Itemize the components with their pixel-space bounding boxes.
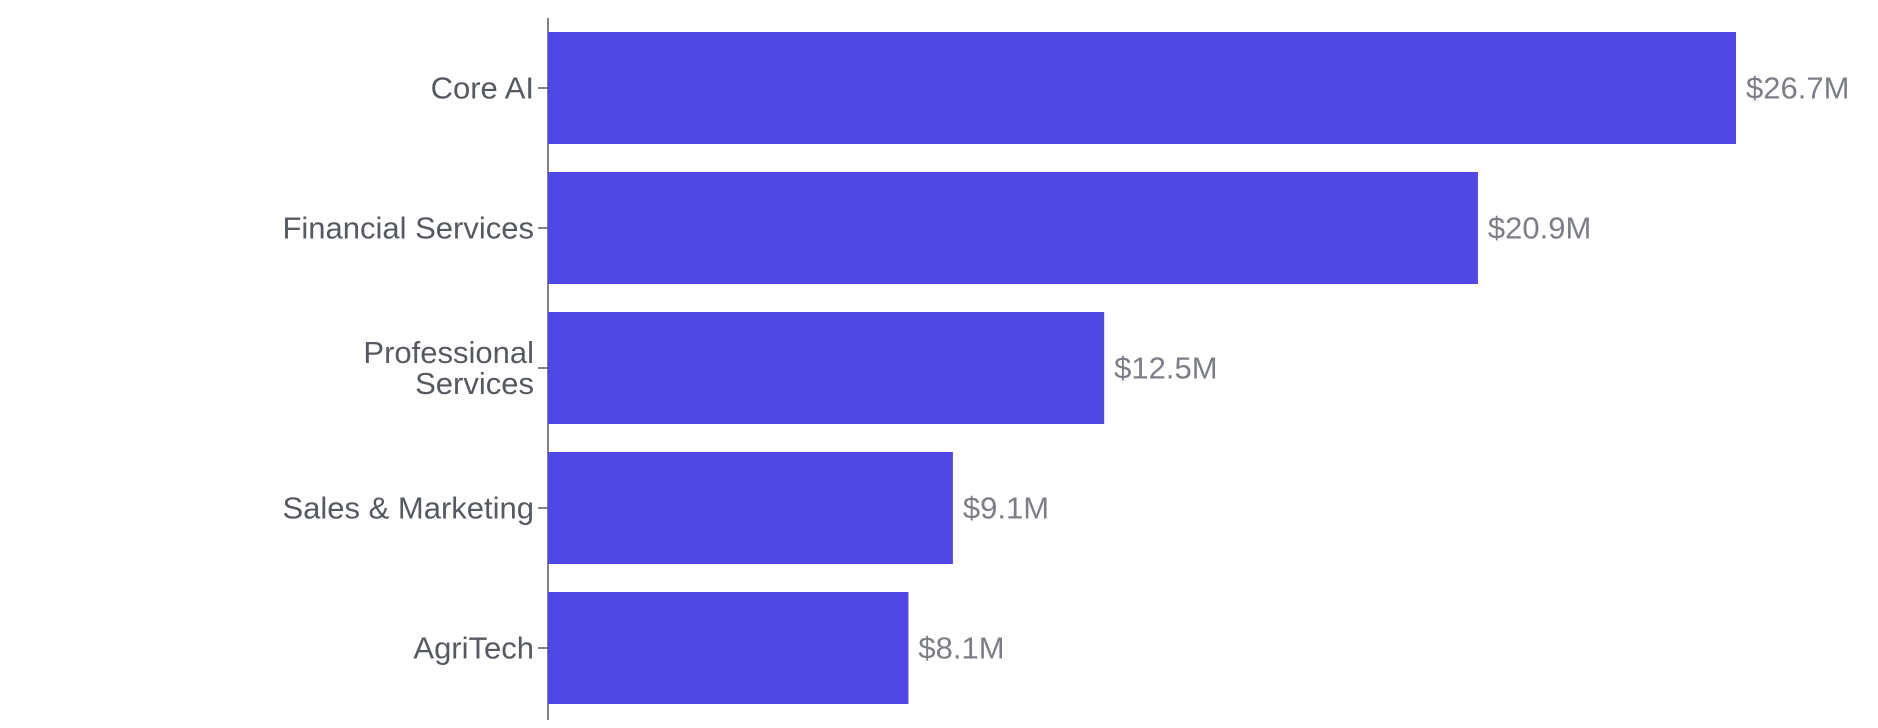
value-label: $20.9M xyxy=(1488,211,1591,246)
category-label: AgriTech xyxy=(413,631,534,666)
category-label-line: AgriTech xyxy=(413,631,534,666)
category-label-line: Core AI xyxy=(431,71,534,106)
category-label-line: Financial Services xyxy=(282,211,534,246)
value-label: $9.1M xyxy=(963,491,1049,526)
category-label: Financial Services xyxy=(282,211,534,246)
bar xyxy=(548,172,1478,284)
bars-group xyxy=(548,32,1736,704)
value-label: $8.1M xyxy=(918,631,1004,666)
bar xyxy=(548,452,953,564)
category-label-line: Services xyxy=(415,366,534,401)
value-label: $12.5M xyxy=(1114,351,1217,386)
category-labels-group: Core AI Financial Services Professional Ser… xyxy=(282,71,534,666)
value-labels-group: $26.7M $20.9M $12.5M $9.1M $8.1M xyxy=(918,71,1849,666)
category-label: Core AI xyxy=(431,71,534,106)
category-label-line: Professional xyxy=(363,335,534,370)
value-label: $26.7M xyxy=(1746,71,1849,106)
bar xyxy=(548,32,1736,144)
bar xyxy=(548,312,1105,424)
category-label-line: Sales & Marketing xyxy=(282,491,534,526)
category-label: Professional Services xyxy=(363,335,534,401)
bar xyxy=(548,592,909,704)
y-ticks-group xyxy=(538,87,548,649)
category-label: Sales & Marketing xyxy=(282,491,534,526)
